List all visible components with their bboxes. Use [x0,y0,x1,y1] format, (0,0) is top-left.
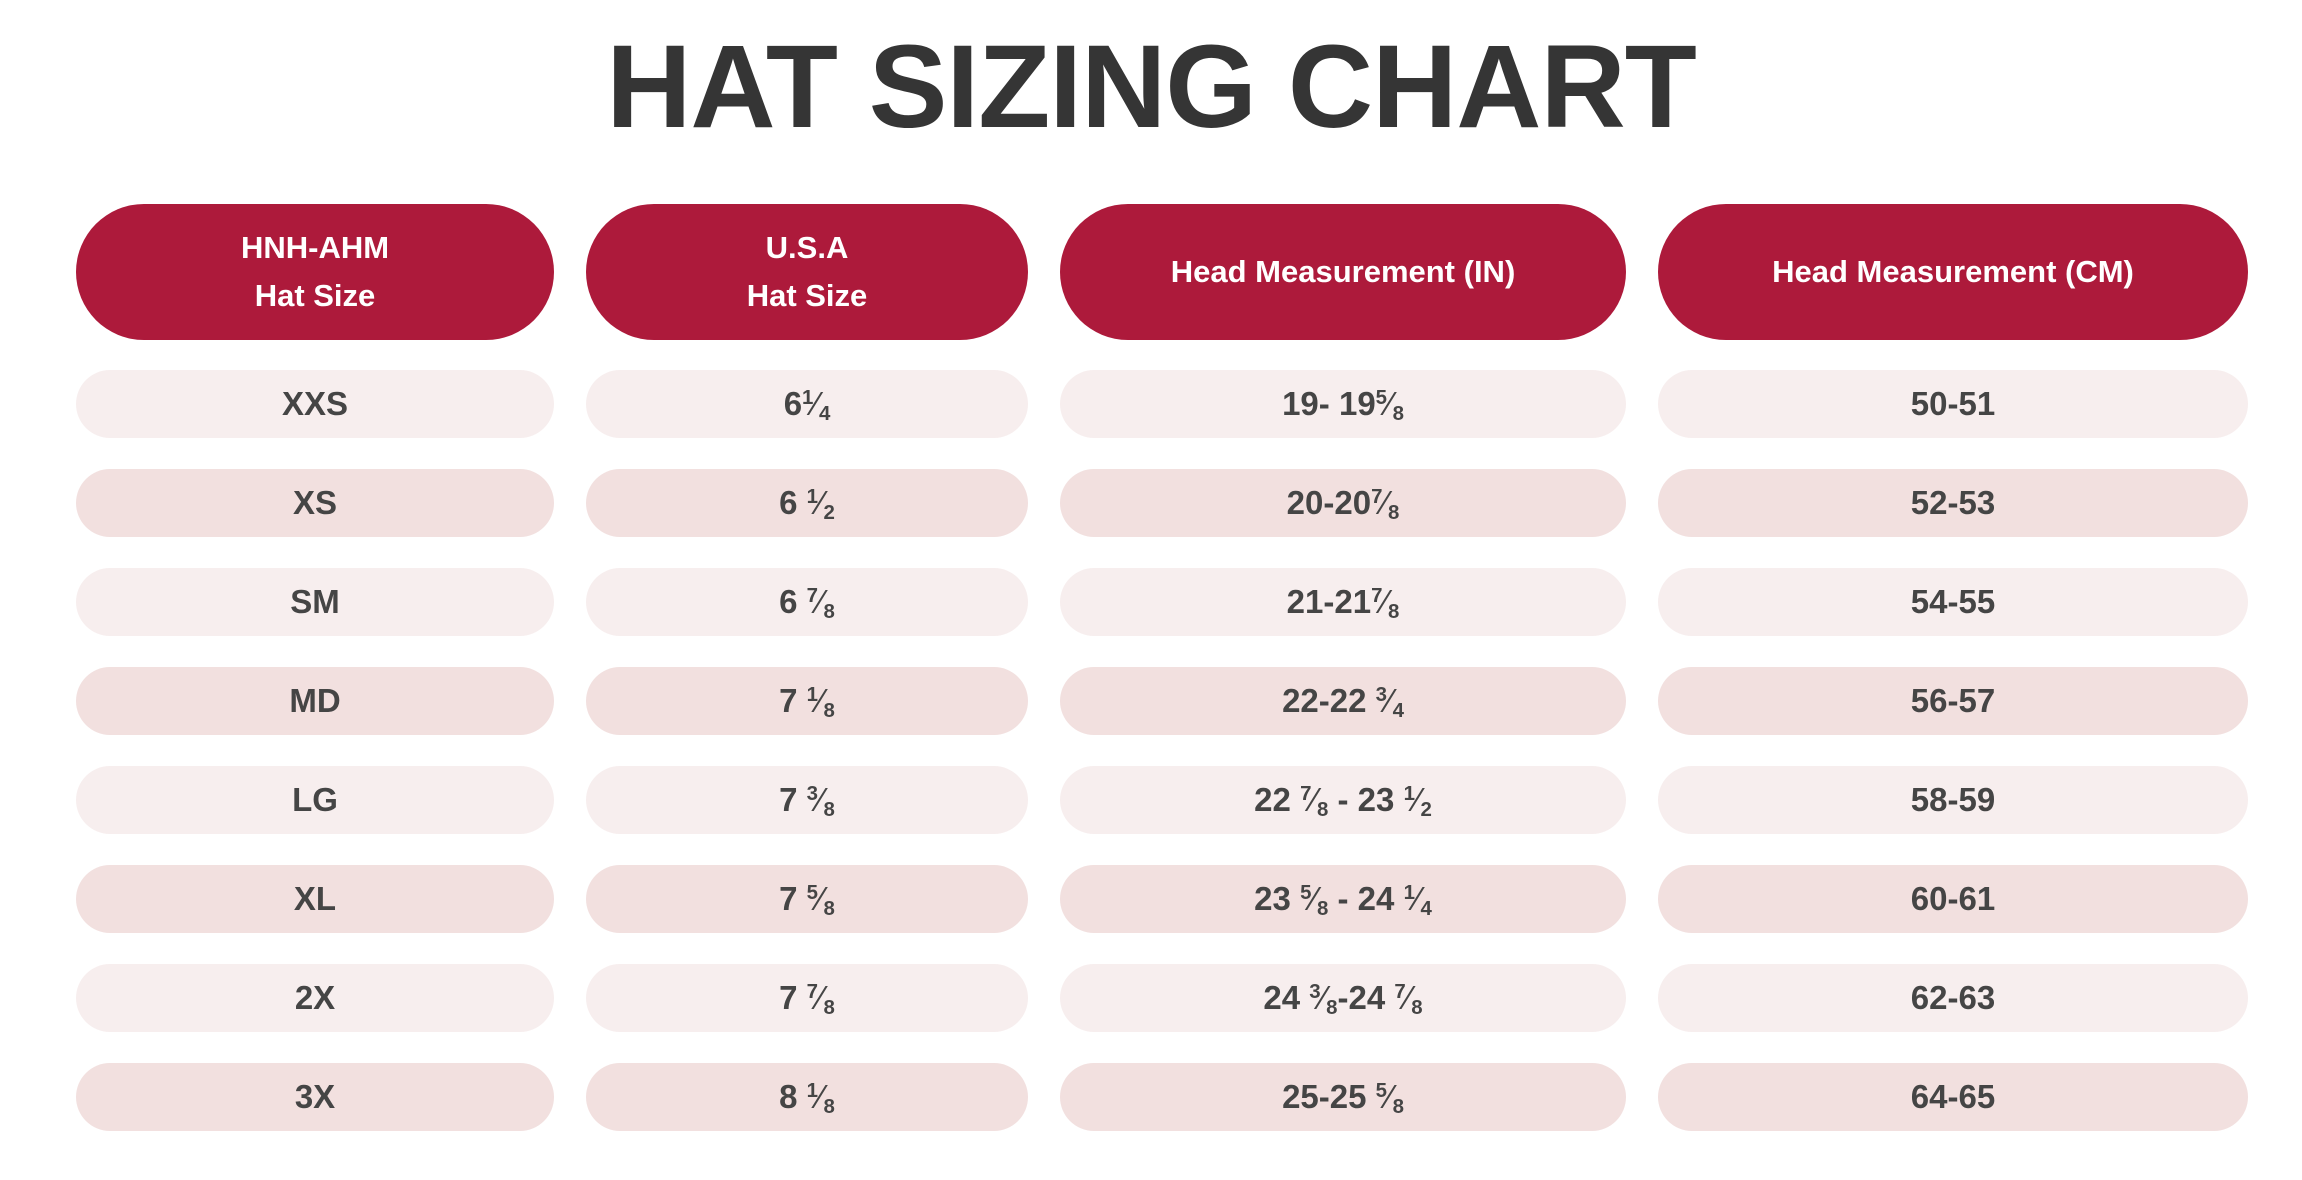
header-line: Hat Size [746,278,868,313]
cell-usa-size: 6 1⁄2 [586,469,1028,537]
cell-value: 52-53 [1910,484,1996,521]
cell-value: 54-55 [1910,583,1996,620]
cell-head-in: 22 7⁄8 - 23 1⁄2 [1060,766,1626,834]
header-head-measurement-cm: Head Measurement (CM) [1658,204,2248,340]
cell-head-cm: 64-65 [1658,1063,2248,1131]
cell-head-in: 22-22 3⁄4 [1060,667,1626,735]
cell-head-cm: 62-63 [1658,964,2248,1032]
header-line: Head Measurement (IN) [1170,254,1516,289]
cell-value: 58-59 [1910,781,1996,818]
table-row: XL 7 5⁄8 23 5⁄8 - 24 1⁄4 60-61 [76,865,2248,933]
cell-value: XS [292,484,338,521]
cell-value: 21-217⁄8 [1286,583,1400,624]
cell-head-in: 25-25 5⁄8 [1060,1063,1626,1131]
cell-hnh-ahm-size: XL [76,865,554,933]
cell-head-cm: 54-55 [1658,568,2248,636]
page-title: HAT SIZING CHART [606,21,1697,153]
cell-value: 20-207⁄8 [1286,484,1400,525]
table-row: XS 6 1⁄2 20-207⁄8 52-53 [76,469,2248,537]
cell-usa-size: 7 7⁄8 [586,964,1028,1032]
cell-value: 3X [294,1078,336,1115]
cell-value: XXS [281,385,349,422]
cell-value: 24 3⁄8-24 7⁄8 [1263,979,1423,1020]
cell-value: 6 7⁄8 [779,583,835,624]
cell-value: 64-65 [1910,1078,1996,1115]
table-row: LG 7 3⁄8 22 7⁄8 - 23 1⁄2 58-59 [76,766,2248,834]
cell-value: 2X [294,979,336,1016]
cell-head-in: 20-207⁄8 [1060,469,1626,537]
table-header-row: HNH-AHM Hat Size U.S.A Hat Size Head Mea… [76,204,2248,340]
cell-head-in: 24 3⁄8-24 7⁄8 [1060,964,1626,1032]
header-line: Hat Size [254,278,376,313]
cell-value: 7 3⁄8 [779,781,835,822]
cell-value: 22-22 3⁄4 [1282,682,1404,723]
cell-value: 23 5⁄8 - 24 1⁄4 [1254,880,1432,921]
cell-head-cm: 60-61 [1658,865,2248,933]
cell-value: 62-63 [1910,979,1996,1016]
table-row: XXS 61⁄4 19- 195⁄8 50-51 [76,370,2248,438]
header-line: Head Measurement (CM) [1772,254,2134,289]
cell-head-in: 21-217⁄8 [1060,568,1626,636]
cell-head-in: 19- 195⁄8 [1060,370,1626,438]
cell-hnh-ahm-size: SM [76,568,554,636]
cell-usa-size: 61⁄4 [586,370,1028,438]
cell-head-cm: 56-57 [1658,667,2248,735]
cell-value: 56-57 [1910,682,1996,719]
cell-usa-size: 7 1⁄8 [586,667,1028,735]
header-usa-hat-size: U.S.A Hat Size [586,204,1028,340]
cell-value: MD [289,682,341,719]
cell-value: 8 1⁄8 [779,1078,835,1119]
header-line: U.S.A [765,230,849,265]
cell-value: SM [290,583,340,620]
sizing-table: HNH-AHM Hat Size U.S.A Hat Size Head Mea… [76,204,2248,1162]
cell-value: 50-51 [1910,385,1996,422]
cell-head-cm: 58-59 [1658,766,2248,834]
header-hnh-ahm-hat-size: HNH-AHM Hat Size [76,204,554,340]
cell-value: 7 5⁄8 [779,880,835,921]
table-body: XXS 61⁄4 19- 195⁄8 50-51 XS 6 1⁄2 20-207⁄8 52-5… [76,370,2248,1131]
cell-value: 7 7⁄8 [779,979,835,1020]
cell-value: 6 1⁄2 [779,484,835,525]
cell-hnh-ahm-size: 2X [76,964,554,1032]
table-row: 3X 8 1⁄8 25-25 5⁄8 64-65 [76,1063,2248,1131]
cell-head-in: 23 5⁄8 - 24 1⁄4 [1060,865,1626,933]
table-row: MD 7 1⁄8 22-22 3⁄4 56-57 [76,667,2248,735]
cell-value: XL [293,880,337,917]
cell-value: 25-25 5⁄8 [1282,1078,1404,1119]
cell-hnh-ahm-size: MD [76,667,554,735]
cell-value: LG [292,781,338,818]
cell-value: 7 1⁄8 [779,682,835,723]
cell-hnh-ahm-size: XXS [76,370,554,438]
header-line: HNH-AHM [240,230,390,265]
cell-value: 22 7⁄8 - 23 1⁄2 [1254,781,1432,822]
table-row: SM 6 7⁄8 21-217⁄8 54-55 [76,568,2248,636]
cell-hnh-ahm-size: XS [76,469,554,537]
cell-usa-size: 7 5⁄8 [586,865,1028,933]
cell-hnh-ahm-size: 3X [76,1063,554,1131]
cell-value: 60-61 [1910,880,1996,917]
cell-head-cm: 52-53 [1658,469,2248,537]
table-row: 2X 7 7⁄8 24 3⁄8-24 7⁄8 62-63 [76,964,2248,1032]
cell-value: 19- 195⁄8 [1282,385,1404,426]
cell-usa-size: 8 1⁄8 [586,1063,1028,1131]
cell-head-cm: 50-51 [1658,370,2248,438]
cell-hnh-ahm-size: LG [76,766,554,834]
header-head-measurement-in: Head Measurement (IN) [1060,204,1626,340]
cell-usa-size: 7 3⁄8 [586,766,1028,834]
cell-usa-size: 6 7⁄8 [586,568,1028,636]
cell-value: 61⁄4 [783,385,831,426]
